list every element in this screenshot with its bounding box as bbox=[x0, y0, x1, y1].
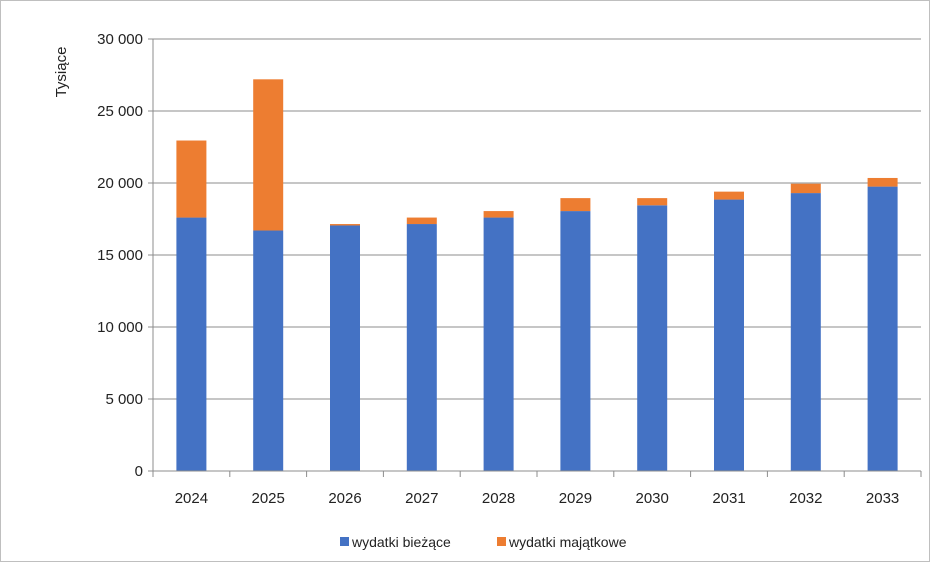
bar-wydatki-majatkowe bbox=[637, 198, 668, 206]
bar-wydatki-biezace bbox=[406, 224, 437, 471]
x-tick-label: 2025 bbox=[252, 490, 285, 507]
x-tick-labels: 2024 2025 2026 2027 2028 2029 2030 2031 2032 2033 bbox=[175, 490, 900, 507]
bar-wydatki-biezace bbox=[714, 199, 744, 471]
bar-wydatki-majatkowe bbox=[483, 211, 514, 218]
x-tick-label: 2027 bbox=[405, 490, 438, 507]
y-tick-label: 30 000 bbox=[97, 31, 143, 48]
bar-wydatki-biezace bbox=[637, 205, 668, 471]
legend-swatch bbox=[340, 537, 349, 546]
y-tick-label: 20 000 bbox=[97, 175, 143, 192]
y-tick-label: 15 000 bbox=[97, 247, 143, 264]
bar-wydatki-biezace bbox=[790, 193, 821, 471]
legend-label: wydatki majątkowe bbox=[508, 534, 627, 550]
x-tick-label: 2026 bbox=[328, 490, 361, 507]
bar-wydatki-majatkowe bbox=[253, 79, 284, 231]
x-tick-label: 2030 bbox=[636, 490, 669, 507]
y-tick-label: 10 000 bbox=[97, 319, 143, 336]
bar-wydatki-biezace bbox=[330, 225, 360, 471]
x-tick-label: 2031 bbox=[712, 490, 745, 507]
bar-wydatki-majatkowe bbox=[867, 177, 898, 187]
bar-wydatki-majatkowe bbox=[330, 224, 360, 226]
bar-wydatki-majatkowe bbox=[560, 198, 591, 212]
y-tick-label: 0 bbox=[135, 463, 143, 480]
bar-wydatki-biezace bbox=[560, 211, 591, 471]
bar-wydatki-majatkowe bbox=[406, 217, 437, 225]
legend: wydatki bieżące wydatki majątkowe bbox=[340, 534, 627, 550]
bar-wydatki-biezace bbox=[176, 217, 207, 471]
bar-wydatki-biezace bbox=[253, 230, 284, 471]
axes bbox=[148, 38, 922, 477]
x-tick-label: 2028 bbox=[482, 490, 515, 507]
bars bbox=[176, 79, 898, 471]
x-tick-label: 2033 bbox=[866, 490, 899, 507]
x-tick-label: 2024 bbox=[175, 490, 208, 507]
x-tick-label: 2029 bbox=[559, 490, 592, 507]
bar-wydatki-majatkowe bbox=[176, 140, 207, 218]
legend-swatch bbox=[497, 537, 506, 546]
x-tick-label: 2032 bbox=[789, 490, 822, 507]
bar-wydatki-biezace bbox=[867, 186, 898, 471]
legend-label: wydatki bieżące bbox=[351, 534, 451, 550]
y-axis-title: Tysiące bbox=[53, 47, 70, 98]
stacked-bar-chart: 0 5 000 10 000 15 000 20 000 25 000 30 000 202… bbox=[53, 31, 922, 550]
bar-wydatki-biezace bbox=[483, 217, 514, 471]
bar-wydatki-majatkowe bbox=[714, 191, 744, 200]
chart-frame: 0 5 000 10 000 15 000 20 000 25 000 30 000 202… bbox=[0, 0, 930, 562]
y-tick-label: 5 000 bbox=[105, 391, 143, 408]
bar-wydatki-majatkowe bbox=[790, 183, 821, 194]
y-tick-label: 25 000 bbox=[97, 103, 143, 120]
y-tick-labels: 0 5 000 10 000 15 000 20 000 25 000 30 000 bbox=[97, 31, 143, 480]
